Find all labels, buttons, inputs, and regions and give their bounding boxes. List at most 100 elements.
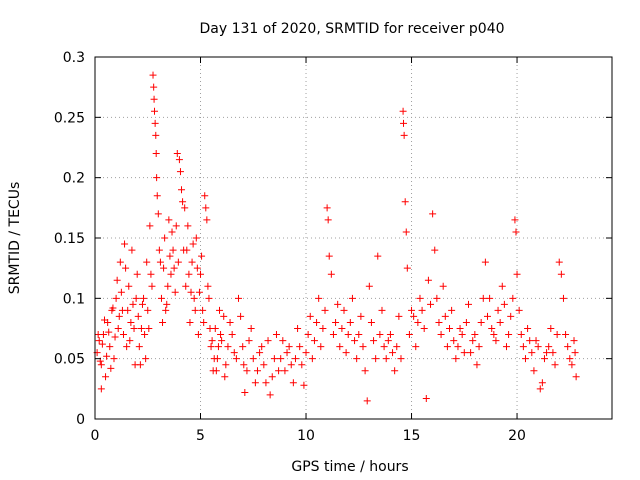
data-point: [146, 222, 154, 230]
data-point: [141, 331, 149, 339]
x-tick-label: 0: [91, 428, 100, 444]
data-point: [129, 300, 137, 308]
data-point: [220, 312, 228, 320]
data-point: [456, 325, 464, 332]
data-point: [125, 282, 133, 290]
data-point: [203, 216, 211, 224]
data-point: [277, 355, 285, 363]
data-point: [566, 355, 574, 363]
data-point: [509, 294, 517, 302]
axis-ticks: 0 5 10 15 20 0 0.05 0.1 0.15 0.2 0.25 0.3: [54, 50, 612, 444]
data-point: [401, 198, 409, 206]
data-point: [106, 343, 114, 351]
data-point: [234, 294, 242, 302]
data-point: [187, 288, 195, 296]
data-point: [443, 343, 451, 351]
data-point: [143, 258, 151, 266]
data-point: [323, 204, 331, 212]
data-point: [172, 222, 180, 230]
data-point: [477, 318, 485, 326]
data-point: [313, 318, 321, 326]
data-point: [217, 331, 225, 339]
data-point: [359, 343, 367, 351]
data-point: [439, 282, 447, 290]
data-point: [212, 367, 220, 375]
data-point: [545, 343, 553, 351]
data-point: [135, 343, 143, 351]
data-point: [490, 331, 498, 339]
data-point: [454, 343, 462, 351]
data-point: [346, 318, 354, 326]
data-point: [342, 349, 350, 357]
data-point: [198, 252, 206, 260]
data-point: [184, 222, 192, 230]
data-point: [355, 331, 363, 339]
data-point: [448, 306, 456, 314]
data-point: [283, 349, 291, 357]
data-point: [400, 119, 408, 127]
data-point: [200, 318, 208, 326]
data-point: [488, 325, 496, 332]
data-point: [97, 385, 105, 393]
data-point: [306, 312, 314, 320]
data-point: [559, 294, 567, 302]
data-point: [243, 367, 251, 375]
data-point: [166, 252, 174, 260]
data-point: [102, 373, 110, 381]
data-point: [221, 373, 229, 381]
data-point: [528, 349, 536, 357]
data-point: [374, 252, 382, 260]
data-point: [557, 270, 565, 278]
data-point: [98, 340, 106, 348]
data-point: [536, 385, 544, 393]
data-point: [192, 234, 200, 242]
data-point: [481, 258, 489, 266]
data-point: [450, 337, 458, 345]
data-point: [171, 288, 179, 296]
y-tick-label: 0.15: [54, 231, 85, 247]
data-point: [115, 312, 123, 320]
data-point: [241, 388, 249, 396]
data-point: [336, 343, 344, 351]
data-point: [133, 270, 141, 278]
data-point: [226, 318, 234, 326]
data-point: [237, 312, 245, 320]
data-point: [380, 343, 388, 351]
data-point: [386, 331, 394, 339]
data-point: [152, 150, 160, 158]
data-point: [189, 240, 197, 248]
data-point: [268, 373, 276, 381]
data-point: [152, 131, 160, 139]
data-point: [270, 355, 278, 363]
data-point: [325, 252, 333, 260]
data-point: [116, 258, 124, 266]
data-point: [105, 328, 113, 336]
data-point: [132, 294, 140, 302]
data-point: [422, 394, 430, 402]
data-point: [505, 331, 513, 339]
data-point: [570, 337, 578, 345]
data-point: [193, 264, 201, 272]
data-point: [412, 343, 420, 351]
data-point: [109, 304, 117, 312]
data-point: [218, 337, 226, 345]
data-point: [340, 306, 348, 314]
data-point: [185, 270, 193, 278]
grid: [95, 57, 612, 419]
data-point: [517, 331, 525, 339]
data-point: [494, 306, 502, 314]
data-point: [393, 343, 401, 351]
data-point: [145, 325, 153, 332]
data-point: [103, 352, 111, 360]
data-point: [475, 343, 483, 351]
data-point: [512, 228, 520, 236]
data-point: [159, 318, 167, 326]
data-point: [275, 367, 283, 375]
data-point: [291, 355, 299, 363]
data-point: [228, 331, 236, 339]
data-point: [167, 270, 175, 278]
data-point: [513, 270, 521, 278]
data-points: [93, 71, 580, 405]
data-point: [206, 325, 214, 332]
data-point: [190, 294, 198, 302]
